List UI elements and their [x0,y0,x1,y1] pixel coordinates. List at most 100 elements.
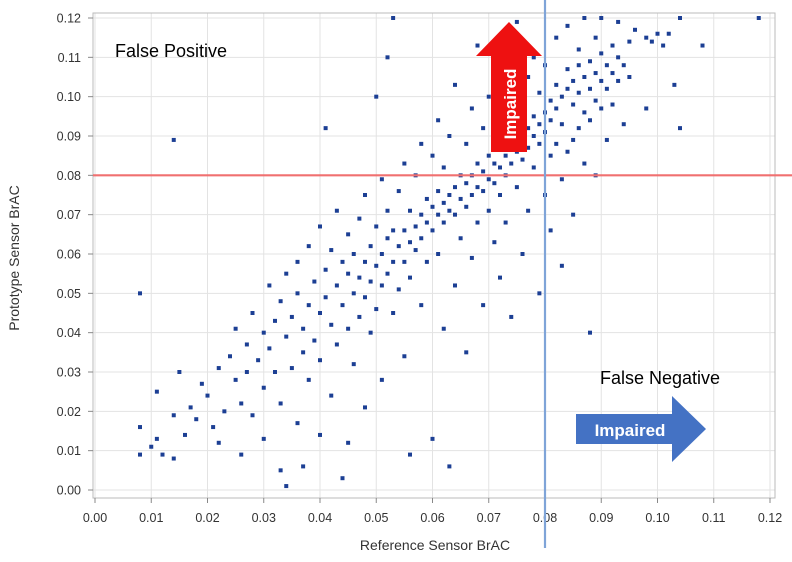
data-point [582,75,587,79]
y-tick-label: 0.10 [57,90,81,104]
data-point [492,161,497,166]
data-point [464,350,469,355]
data-point [351,291,356,296]
data-point [138,425,142,430]
data-point [582,16,587,20]
data-point [756,16,761,20]
data-point [261,436,266,441]
x-tick-label: 0.07 [477,511,501,525]
data-point [610,43,615,48]
data-point [318,432,322,437]
data-point [565,67,570,72]
data-point [453,283,457,288]
data-point [301,326,306,331]
data-point [593,71,598,76]
data-point [402,259,407,264]
data-point [154,436,159,441]
data-point [464,181,469,186]
data-point [244,342,249,347]
data-point [509,314,514,319]
data-point [548,153,553,158]
data-point [340,259,345,264]
data-point [436,212,441,217]
data-point [464,204,469,209]
impaired-right-label: Impaired [595,421,666,440]
data-point [537,141,542,146]
data-point [318,224,322,229]
data-point [278,299,283,304]
data-point [228,354,232,359]
data-point [424,220,429,225]
data-point [593,35,598,40]
data-point [571,212,576,217]
data-point [329,248,334,253]
data-point [520,252,525,256]
y-tick-label: 0.00 [57,484,81,498]
data-point [514,185,519,190]
data-point [138,452,142,457]
data-point [633,27,637,32]
data-point [599,106,604,111]
data-point [267,346,272,351]
data-point [666,31,671,36]
data-point [649,39,654,44]
data-point [357,275,362,280]
data-point [171,137,176,142]
data-point [413,224,418,229]
data-point [661,43,666,48]
data-point [357,216,362,221]
data-point [447,208,452,213]
data-point [576,90,581,95]
data-point [385,208,390,213]
data-point [323,267,328,272]
data-point [441,326,446,331]
data-point [267,283,272,288]
data-point [340,303,345,308]
data-point [312,279,317,284]
data-point [576,126,581,131]
data-point [233,377,238,382]
data-point [453,212,457,217]
data-point [565,149,570,154]
data-point [250,311,255,315]
data-point [391,311,396,315]
data-point [340,476,345,481]
x-tick-label: 0.06 [420,511,444,525]
data-point [391,16,396,20]
data-point [582,110,587,115]
data-point [261,385,266,390]
data-point [312,338,317,343]
data-point [559,94,564,99]
data-point [509,161,514,166]
data-point [481,303,486,308]
data-point [531,134,536,138]
data-point [402,228,407,233]
data-point [273,370,277,374]
data-point [154,389,159,394]
data-point [498,275,502,280]
x-tick-label: 0.12 [758,511,782,525]
data-point [627,39,632,44]
data-point [402,161,407,166]
data-point [396,244,401,249]
data-point [436,118,441,123]
data-point [391,228,396,233]
data-point [531,55,536,60]
data-point [216,440,221,445]
data-point [610,71,615,76]
data-point [408,240,412,245]
data-point [565,23,570,28]
data-point [559,263,564,268]
data-point [183,432,187,437]
data-point [419,141,424,146]
data-point [464,141,469,146]
data-point [171,413,176,418]
y-axis-ticks: 0.00 0.01 0.02 0.03 0.04 0.05 0.06 0.07 0.08 0.09… [57,12,93,498]
data-point [475,161,480,166]
data-point [548,118,553,123]
data-point [571,78,576,83]
data-point [278,401,283,406]
data-point [363,295,367,300]
data-point [424,259,429,264]
